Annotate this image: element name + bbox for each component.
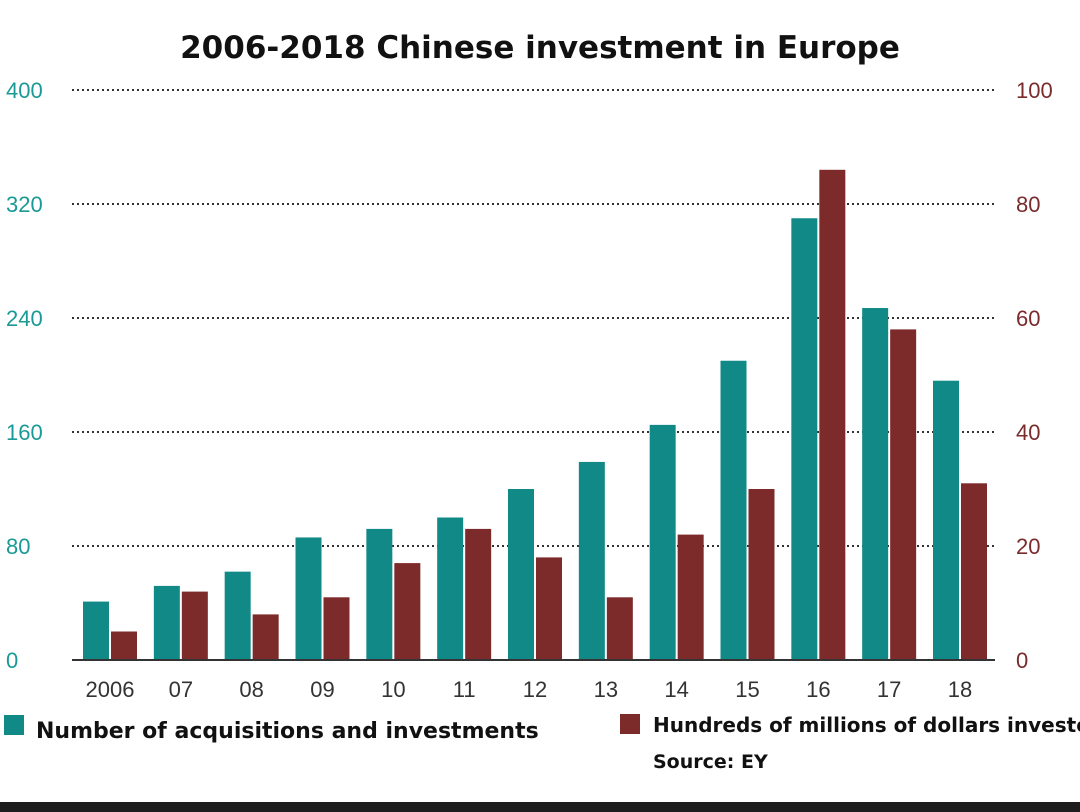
bar-dollars-14	[677, 534, 704, 660]
bar-acquisitions-10	[366, 528, 393, 660]
x-tick-label: 09	[310, 677, 334, 702]
bar-dollars-16	[819, 169, 846, 661]
left-tick-label: 320	[6, 192, 43, 217]
bar-acquisitions-09	[295, 537, 322, 660]
bar-acquisitions-07	[153, 585, 180, 660]
bar-dollars-08	[252, 614, 279, 660]
x-tick-label: 07	[169, 677, 193, 702]
x-tick-label: 17	[877, 677, 901, 702]
bars	[83, 169, 987, 661]
legend-swatch-dollars	[620, 714, 640, 734]
left-axis: 0 80 160 240 320 400	[6, 78, 43, 673]
right-tick-label: 0	[1016, 648, 1028, 673]
x-tick-label: 18	[948, 677, 972, 702]
gridlines	[72, 89, 995, 547]
bar-dollars-10	[394, 563, 421, 660]
source-note: Source: EY	[653, 751, 768, 773]
bottom-border	[0, 802, 1080, 812]
chart-title: 2006-2018 Chinese investment in Europe	[180, 30, 900, 66]
x-tick-label: 08	[239, 677, 263, 702]
legend-swatch-acquisitions	[4, 715, 24, 735]
left-tick-label: 160	[6, 420, 43, 445]
legend: Number of acquisitions and investments H…	[4, 713, 1080, 744]
left-tick-label: 80	[6, 534, 30, 559]
left-tick-label: 240	[6, 306, 43, 331]
right-axis: 0 20 40 60 80 100	[1016, 78, 1053, 673]
bar-dollars-11	[465, 528, 492, 660]
left-tick-label: 0	[6, 648, 18, 673]
bar-dollars-18	[961, 483, 987, 660]
right-tick-label: 20	[1016, 534, 1040, 559]
bar-dollars-15	[748, 489, 775, 660]
bar-acquisitions-15	[720, 360, 747, 660]
right-tick-label: 40	[1016, 420, 1040, 445]
left-tick-label: 400	[6, 78, 43, 103]
bar-dollars-13	[606, 597, 633, 660]
x-axis: 2006 07 08 09 10 11 12 13 14 15 16 17 18	[86, 677, 973, 702]
bar-dollars-09	[323, 597, 350, 660]
bar-dollars-2006	[111, 631, 137, 660]
x-tick-label: 10	[381, 677, 405, 702]
bar-acquisitions-14	[649, 424, 676, 660]
bar-acquisitions-11	[437, 517, 464, 660]
bar-acquisitions-16	[791, 218, 818, 660]
x-tick-label: 11	[453, 677, 476, 702]
x-tick-label: 15	[735, 677, 759, 702]
bar-acquisitions-18	[933, 380, 959, 660]
legend-label-dollars: Hundreds of millions of dollars invested	[653, 713, 1080, 737]
right-tick-label: 100	[1016, 78, 1053, 103]
bar-acquisitions-17	[862, 308, 889, 660]
right-tick-label: 80	[1016, 192, 1040, 217]
right-tick-label: 60	[1016, 306, 1040, 331]
bar-acquisitions-2006	[83, 601, 109, 660]
bar-dollars-12	[536, 557, 562, 660]
x-tick-label: 12	[523, 677, 547, 702]
bar-acquisitions-12	[508, 489, 534, 660]
bar-acquisitions-08	[224, 571, 251, 660]
bar-dollars-07	[181, 591, 208, 660]
x-tick-label: 2006	[86, 677, 135, 702]
x-tick-label: 13	[594, 677, 618, 702]
x-tick-label: 14	[664, 677, 688, 702]
x-tick-label: 16	[806, 677, 830, 702]
bar-acquisitions-13	[578, 461, 605, 660]
legend-label-acquisitions: Number of acquisitions and investments	[36, 719, 539, 744]
bar-dollars-17	[890, 329, 917, 660]
